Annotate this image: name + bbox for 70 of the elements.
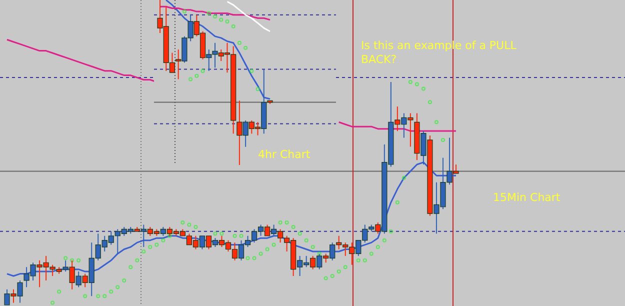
point	[388, 229, 393, 234]
point	[362, 258, 367, 262]
point	[440, 138, 445, 142]
point	[252, 256, 256, 260]
point	[408, 80, 412, 84]
point	[298, 232, 302, 236]
point	[395, 200, 400, 204]
point	[135, 258, 140, 262]
point	[369, 252, 374, 256]
text: 15Min Chart	[493, 191, 561, 204]
point	[382, 238, 386, 242]
point	[76, 258, 81, 262]
point	[83, 294, 88, 298]
point	[154, 242, 159, 247]
point	[291, 224, 296, 229]
point	[188, 77, 193, 82]
point	[324, 276, 328, 280]
point	[256, 87, 260, 92]
point	[213, 232, 218, 236]
point	[232, 234, 237, 238]
point	[356, 258, 360, 262]
point	[109, 290, 114, 294]
point	[343, 265, 348, 270]
point	[194, 224, 198, 229]
point	[225, 19, 230, 24]
point	[258, 252, 263, 256]
point	[250, 68, 254, 73]
point	[206, 11, 211, 16]
point	[180, 220, 185, 224]
point	[219, 18, 224, 22]
point	[96, 294, 100, 298]
point	[142, 249, 146, 254]
point	[434, 120, 438, 124]
point	[70, 258, 74, 262]
point	[421, 86, 426, 91]
point	[50, 300, 55, 305]
point	[278, 220, 282, 224]
point	[414, 82, 419, 86]
point	[402, 176, 406, 180]
point	[317, 252, 322, 256]
point	[265, 247, 270, 252]
point	[428, 100, 432, 104]
point	[148, 245, 152, 250]
point	[122, 278, 126, 282]
point	[304, 238, 308, 242]
point	[237, 40, 242, 45]
point	[284, 220, 289, 224]
point	[182, 10, 186, 14]
point	[246, 256, 250, 260]
point	[244, 46, 248, 50]
point	[200, 68, 205, 73]
annotation: 4hr Chart	[258, 148, 311, 161]
point	[116, 285, 120, 290]
point	[187, 222, 192, 227]
point	[161, 238, 166, 242]
point	[220, 232, 224, 236]
point	[272, 242, 276, 247]
point	[376, 245, 380, 250]
point	[310, 245, 315, 250]
point	[330, 274, 334, 278]
point	[336, 270, 341, 274]
point	[213, 14, 217, 18]
point	[57, 290, 62, 294]
point	[239, 234, 244, 238]
point	[231, 24, 236, 28]
point	[168, 234, 172, 238]
point	[194, 74, 199, 78]
point	[102, 294, 107, 298]
point	[128, 265, 133, 270]
point	[64, 256, 68, 260]
